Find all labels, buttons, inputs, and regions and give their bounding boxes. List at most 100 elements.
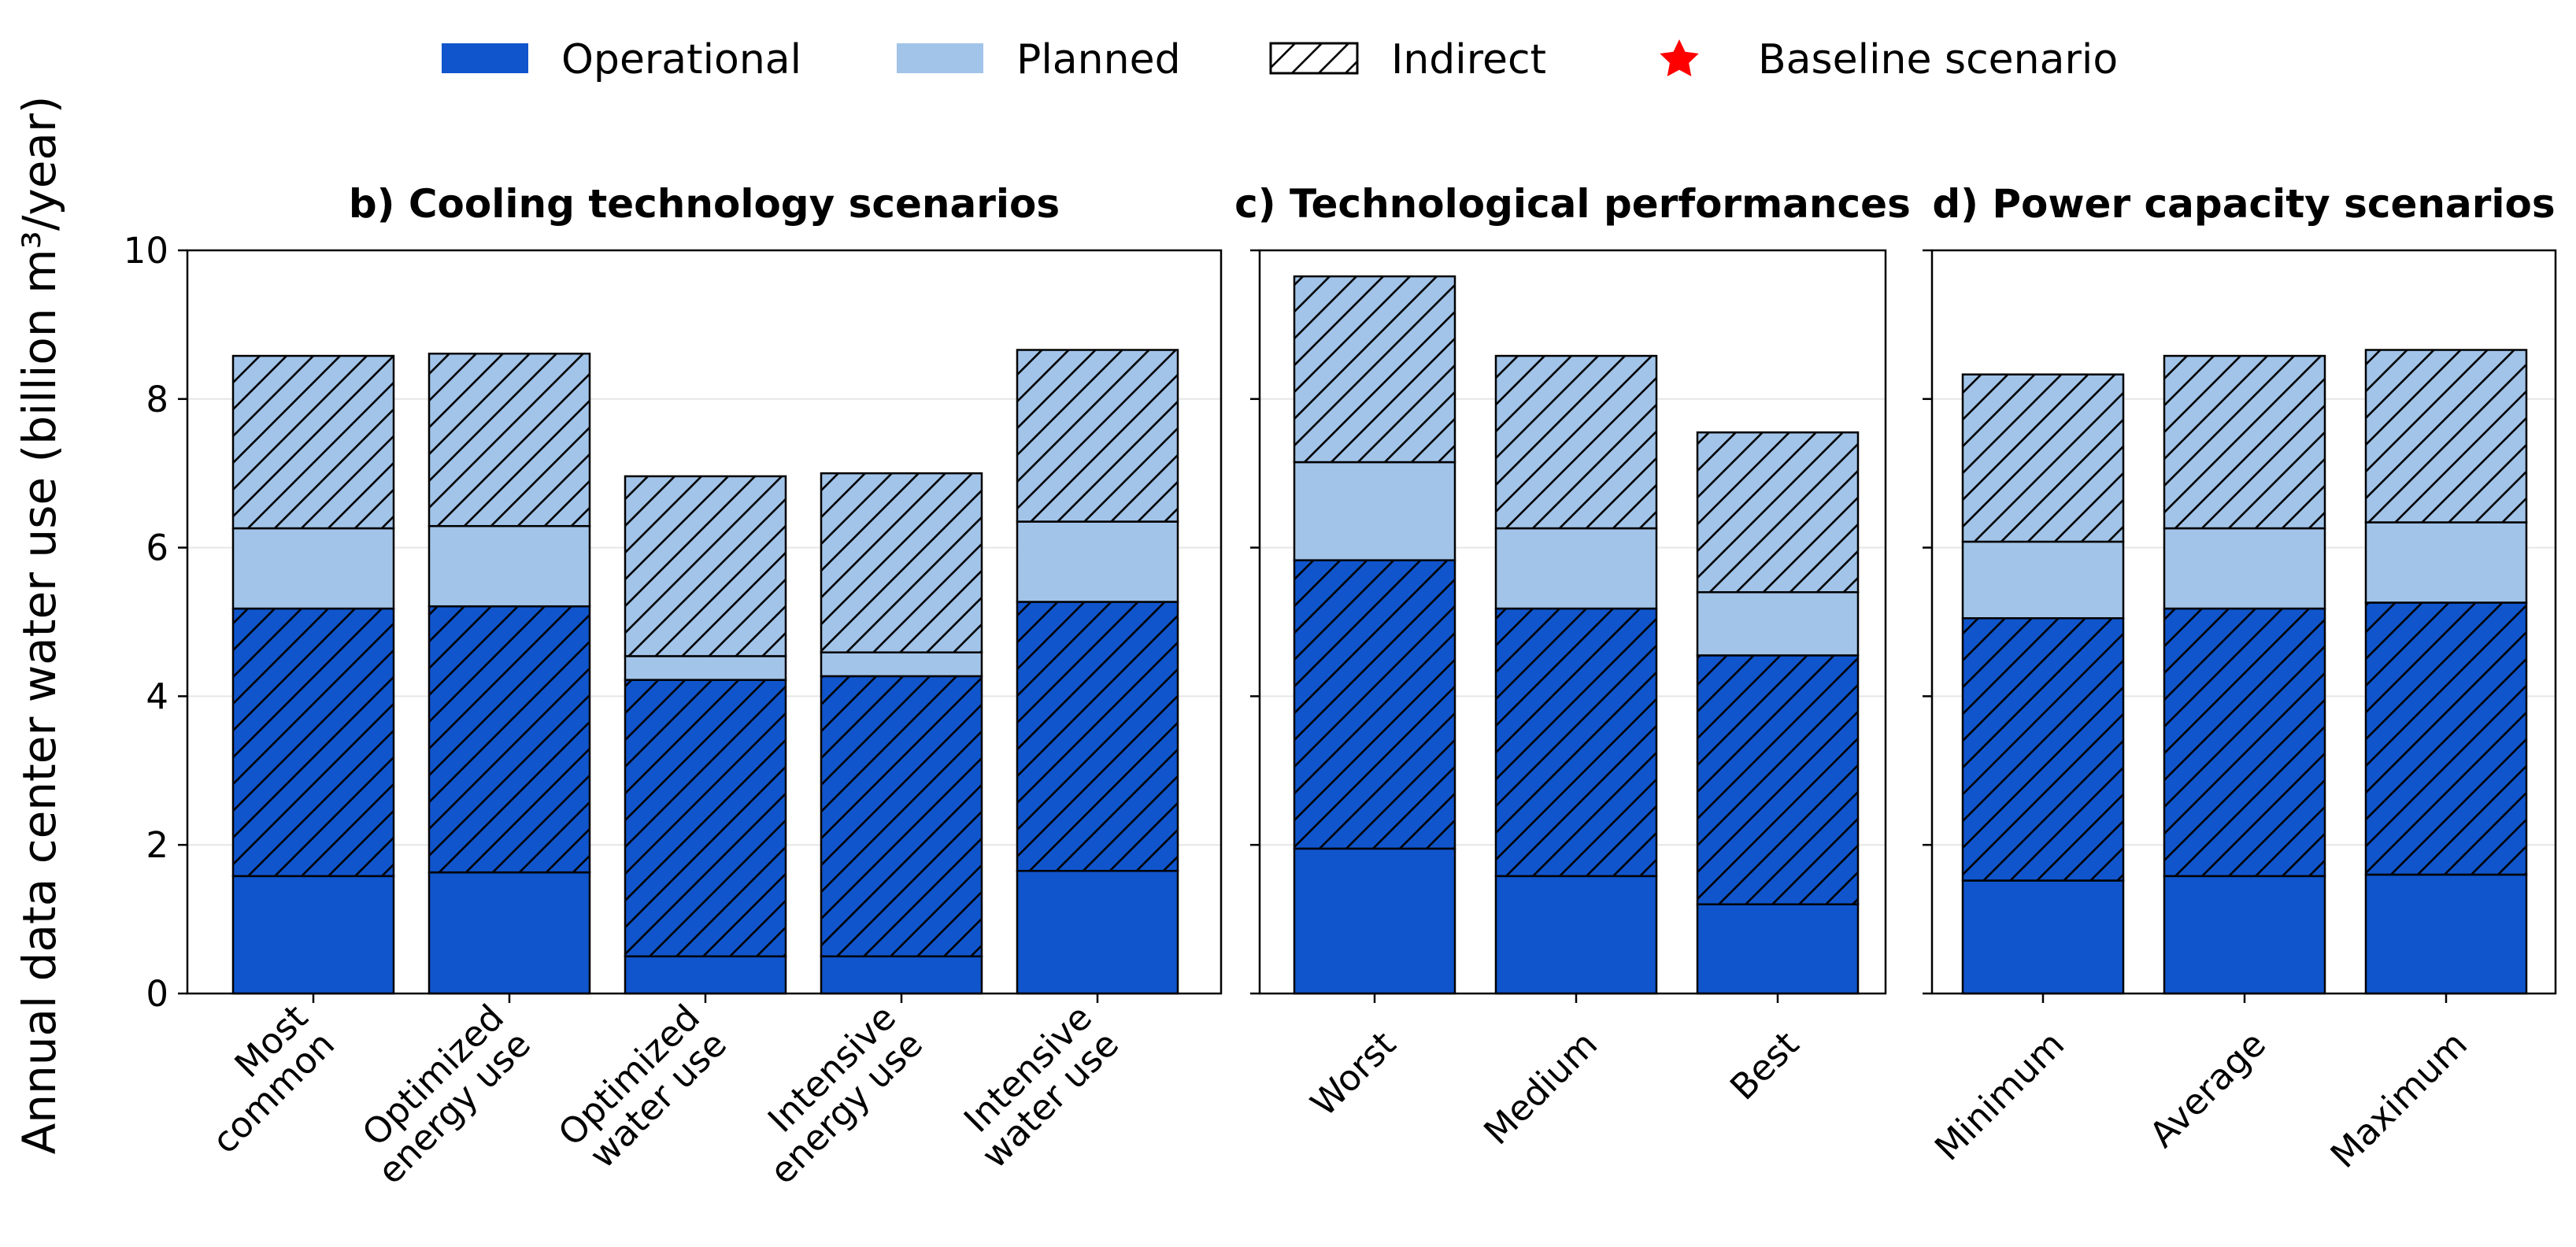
- x-tick-label-line: Average: [2141, 1023, 2274, 1156]
- y-tick-label: 10: [124, 230, 168, 272]
- bar-outline-planned-indirect: [427, 352, 591, 527]
- bar-outline-planned-indirect: [2364, 349, 2528, 524]
- bar-planned: [1017, 521, 1178, 602]
- bar-planned: [1294, 462, 1455, 561]
- y-tick-label: 8: [146, 379, 168, 420]
- bar-planned: [2164, 528, 2325, 609]
- bar-operational: [1963, 880, 2123, 994]
- panel-1: Mostcommon Optimizedenergy use Optimizedwa…: [124, 181, 1223, 1193]
- bar-planned: [1963, 542, 2123, 619]
- bar-hatch-planned-indirect: [2164, 356, 2325, 529]
- bar-hatch-planned-indirect: [1496, 356, 1656, 529]
- bar-hatch-operational-indirect: [1963, 618, 2123, 881]
- bar-hatch-planned-indirect: [821, 473, 982, 653]
- legend-swatch-indirect: [1269, 42, 1359, 75]
- bar-outline-planned-indirect: [231, 354, 395, 530]
- legend-swatch-planned: [897, 43, 983, 73]
- panel-2: Worst Medium Best c) Technological performa…: [1234, 181, 1911, 1153]
- bar-outline-planned-indirect: [1293, 275, 1456, 464]
- bar-outline-planned-indirect: [1494, 354, 1658, 530]
- bar-hatch-operational-indirect: [2164, 609, 2325, 876]
- x-tick-label: Best: [1722, 1023, 1807, 1108]
- x-tick-label: Intensiveenergy use: [735, 997, 931, 1193]
- x-tick-label-line: Best: [1722, 1023, 1807, 1108]
- legend-label-operational: Operational: [561, 36, 801, 83]
- x-tick-label: Average: [2141, 1023, 2274, 1156]
- y-tick-label: 2: [146, 824, 168, 866]
- bar-hatch-planned-indirect: [233, 356, 394, 529]
- bar-operational: [429, 872, 590, 994]
- bar-outline-planned-indirect: [624, 475, 787, 657]
- bar-operational: [1294, 848, 1455, 994]
- panel-title: d) Power capacity scenarios: [1932, 181, 2555, 227]
- bar-planned: [821, 652, 982, 676]
- x-tick-label: Intensivewater use: [947, 997, 1127, 1177]
- legend-star-marker: [1660, 39, 1699, 76]
- legend-label-planned: Planned: [1016, 36, 1181, 83]
- y-tick-label: 6: [146, 527, 168, 569]
- legend-swatch-operational: [442, 43, 528, 73]
- bar-hatch-planned-indirect: [1963, 374, 2123, 542]
- bar-operational: [1697, 904, 1858, 994]
- bar-hatch-planned-indirect: [1017, 350, 1178, 522]
- x-tick-label-line: Medium: [1475, 1023, 1605, 1153]
- panels: Mostcommon Optimizedenergy use Optimizedwa…: [124, 181, 2557, 1193]
- bar-hatch-operational-indirect: [2366, 602, 2526, 875]
- bar-outline-planned-indirect: [1961, 373, 2125, 543]
- x-tick-label-line: Minimum: [1926, 1023, 2072, 1169]
- x-tick-label: Medium: [1475, 1023, 1605, 1153]
- bar-outline-planned-indirect: [2163, 354, 2326, 530]
- x-tick-label: Mostcommon: [177, 997, 342, 1162]
- bar-hatch-operational-indirect: [821, 675, 982, 957]
- legend: Operational Planned Indirect Baseline sc…: [442, 36, 2118, 83]
- x-tick-label-line: Worst: [1302, 1023, 1404, 1125]
- bar-outline-planned-indirect: [1696, 431, 1860, 594]
- y-axis-title: Annual data center water use (billion m³…: [13, 96, 66, 1155]
- bar-planned: [233, 528, 394, 609]
- x-tick-label: Minimum: [1926, 1023, 2072, 1169]
- y-tick-label: 4: [146, 675, 168, 717]
- bar-operational: [625, 956, 786, 994]
- bar-operational: [2366, 874, 2526, 994]
- x-tick-label: Worst: [1302, 1023, 1404, 1125]
- bar-planned: [1697, 592, 1858, 656]
- y-tick-label: 0: [146, 973, 168, 1015]
- bar-hatch-operational-indirect: [1017, 601, 1178, 871]
- bar-operational: [1496, 875, 1656, 994]
- bar-hatch-operational-indirect: [1496, 609, 1656, 876]
- x-tick-label: Optimizedenergy use: [342, 997, 539, 1193]
- bar-hatch-planned-indirect: [625, 475, 786, 657]
- bar-hatch-operational-indirect: [1697, 655, 1858, 905]
- bar-hatch-planned-indirect: [1697, 432, 1858, 593]
- panel-3: Minimum Average Maximum d) Power capacity s…: [1923, 181, 2557, 1176]
- bar-operational: [1017, 871, 1178, 994]
- legend-label-indirect: Indirect: [1391, 36, 1546, 83]
- panel-title: c) Technological performances: [1234, 181, 1911, 227]
- panel-title: b) Cooling technology scenarios: [349, 181, 1060, 227]
- x-tick-label: Optimizedwater use: [550, 997, 735, 1181]
- panel-frame: [1930, 249, 2557, 995]
- x-tick-label: Maximum: [2322, 1023, 2475, 1176]
- bar-planned: [625, 656, 786, 680]
- legend-label-baseline: Baseline scenario: [1758, 36, 2118, 83]
- panel-frame: [186, 249, 1223, 995]
- bar-operational: [821, 956, 982, 994]
- bar-planned: [2366, 522, 2526, 603]
- bar-hatch-operational-indirect: [429, 606, 590, 873]
- bar-operational: [233, 875, 394, 994]
- bar-planned: [429, 526, 590, 607]
- bar-hatch-planned-indirect: [429, 353, 590, 527]
- bar-hatch-operational-indirect: [625, 679, 786, 957]
- bar-hatch-operational-indirect: [1294, 560, 1455, 849]
- bar-outline-planned-indirect: [1016, 349, 1179, 523]
- bar-planned: [1496, 528, 1656, 609]
- panel-frame: [1258, 249, 1887, 995]
- bar-outline-planned-indirect: [820, 472, 983, 653]
- bar-hatch-planned-indirect: [1294, 276, 1455, 463]
- x-tick-label-line: Maximum: [2322, 1023, 2475, 1176]
- bar-operational: [2164, 875, 2325, 994]
- bar-hatch-operational-indirect: [233, 609, 394, 876]
- bar-hatch-planned-indirect: [2366, 350, 2526, 523]
